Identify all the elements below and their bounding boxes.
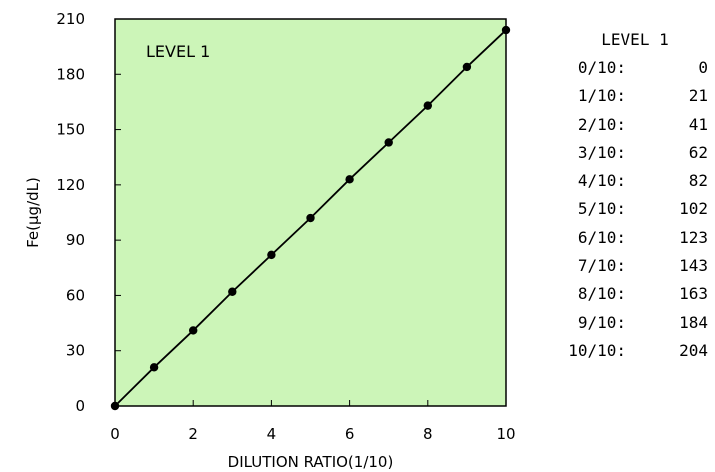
table-ratio: 5/10:: [577, 199, 626, 219]
table-value: 184: [679, 312, 708, 332]
table-ratio: 6/10:: [577, 227, 626, 247]
table-value: 82: [688, 171, 708, 191]
table-row: 2/10: 41: [548, 111, 708, 139]
table-value: 21: [688, 86, 708, 106]
data-point: [345, 175, 354, 184]
table-row: 0/10: 0: [548, 54, 708, 82]
x-tick-label: 0: [110, 425, 120, 443]
x-tick-label: 6: [345, 425, 355, 443]
table-row: 5/10: 102: [548, 195, 708, 223]
x-tick-label: 10: [496, 425, 515, 443]
data-point: [110, 401, 120, 411]
y-tick-label: 30: [66, 342, 85, 360]
table-row: 1/10: 21: [548, 82, 708, 110]
y-tick-label: 150: [56, 121, 85, 139]
table-title: LEVEL 1: [601, 30, 669, 49]
table-ratio: 3/10:: [577, 142, 626, 162]
table-value: 41: [688, 114, 708, 134]
table-ratio: 1/10:: [577, 86, 626, 106]
table-row: 8/10: 163: [548, 280, 708, 308]
y-axis-title: Fe(µg/dL): [24, 177, 42, 248]
data-point: [189, 326, 198, 335]
values-table: LEVEL 1 0/10: 0 1/10: 21 2/10: 41 3/10: 62 4/10:…: [548, 26, 708, 365]
y-tick-label: 210: [56, 10, 85, 28]
x-tick-label: 2: [188, 425, 198, 443]
table-value: 102: [679, 199, 708, 219]
table-row: 10/10: 204: [548, 337, 708, 365]
table-row: 4/10: 82: [548, 167, 708, 195]
y-tick-label: 0: [75, 397, 85, 415]
data-point: [462, 62, 472, 72]
table-value: 62: [688, 142, 708, 162]
table-row: 9/10: 184: [548, 309, 708, 337]
data-point: [501, 25, 511, 35]
y-tick-label: 60: [66, 286, 85, 304]
table-value: 143: [679, 256, 708, 276]
table-ratio: 8/10:: [577, 284, 626, 304]
table-ratio: 2/10:: [577, 114, 626, 134]
table-ratio: 7/10:: [577, 256, 626, 276]
table-row: 6/10: 123: [548, 224, 708, 252]
table-value: 123: [679, 227, 708, 247]
table-row: 7/10: 143: [548, 252, 708, 280]
table-value: 0: [698, 58, 708, 77]
table-row: 3/10: 62: [548, 139, 708, 167]
data-point: [306, 213, 315, 223]
inset-label: LEVEL 1: [146, 42, 210, 61]
data-point: [149, 363, 159, 372]
table-value: 204: [679, 340, 708, 360]
table-ratio: 10/10:: [568, 340, 626, 360]
y-tick-label: 120: [56, 176, 85, 194]
y-tick-label: 180: [56, 65, 85, 83]
table-ratio: 0/10:: [577, 58, 626, 77]
y-tick-label: 90: [66, 231, 85, 249]
data-point: [384, 138, 393, 147]
data-point: [423, 101, 432, 110]
data-point: [228, 287, 237, 296]
chart: 0 30 60 90 120 150 180 210 0 2 4 6 8 10 DILUTION RATIO…: [24, 10, 516, 471]
table-ratio: 4/10:: [577, 171, 626, 191]
table-ratio: 9/10:: [577, 312, 626, 332]
x-tick-label: 4: [267, 425, 277, 443]
table-value: 163: [679, 284, 708, 304]
data-point: [267, 250, 276, 260]
x-axis-title: DILUTION RATIO(1/10): [228, 453, 394, 471]
x-tick-label: 8: [423, 425, 433, 443]
